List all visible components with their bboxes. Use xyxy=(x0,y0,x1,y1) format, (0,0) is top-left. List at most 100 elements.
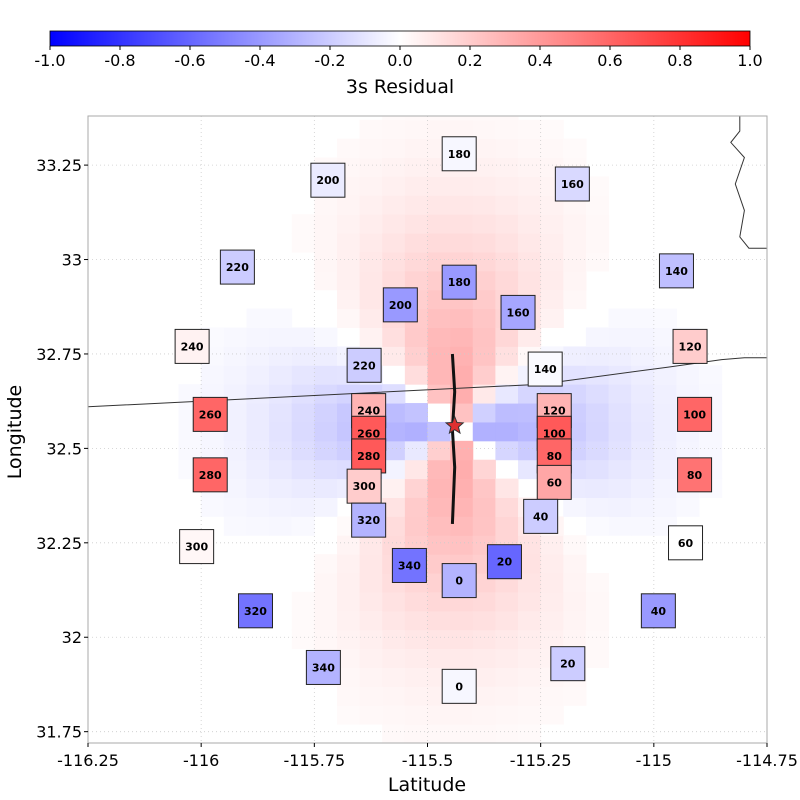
heatmap-cell xyxy=(314,554,338,574)
heatmap-cell xyxy=(336,535,361,555)
y-tick-label: 32.25 xyxy=(36,534,82,553)
station-marker: 340 xyxy=(305,649,341,685)
heatmap-cell xyxy=(608,459,632,480)
station-marker: 220 xyxy=(219,249,255,285)
station-label: 220 xyxy=(353,359,376,372)
heatmap-cell xyxy=(201,497,225,517)
heatmap-cell xyxy=(518,270,542,291)
heatmap-cell xyxy=(269,440,293,461)
heatmap-cell xyxy=(291,233,315,253)
heatmap-cell xyxy=(404,516,428,536)
heatmap-cell xyxy=(314,403,338,423)
heatmap-cell xyxy=(450,497,474,517)
station-label: 240 xyxy=(357,405,380,418)
heatmap-cell xyxy=(472,327,496,347)
heatmap-cell xyxy=(336,138,361,159)
station-box xyxy=(441,563,477,599)
heatmap-cell xyxy=(314,478,338,498)
x-tick-label: -114.75 xyxy=(736,751,798,770)
heatmap-cell xyxy=(676,365,700,385)
heatmap-cell xyxy=(314,591,338,612)
heatmap-cell xyxy=(518,610,542,631)
heatmap-cell xyxy=(450,116,474,121)
station-box xyxy=(179,529,215,565)
heatmap-cell xyxy=(608,440,632,461)
heatmap-cell xyxy=(472,138,496,159)
heatmap-cell xyxy=(314,251,338,272)
heatmap-cell xyxy=(450,195,474,215)
heatmap-cell xyxy=(472,365,496,385)
heatmap-cell xyxy=(472,270,496,291)
station-box xyxy=(658,253,694,289)
station-label: 200 xyxy=(316,174,339,187)
heatmap-cell xyxy=(472,346,496,366)
heatmap-cell xyxy=(382,497,406,517)
heatmap-cell xyxy=(404,610,428,631)
y-axis-ticks: 31.75 32 32.25 32.5 32.75 33 33.25 xyxy=(36,156,88,742)
x-tick-label: -116.25 xyxy=(57,751,119,770)
heatmap-cell xyxy=(608,327,632,347)
heatmap-cell xyxy=(563,610,587,631)
heatmap-cell xyxy=(540,591,564,612)
heatmap-cell xyxy=(382,346,406,366)
heatmap-cell xyxy=(382,648,406,668)
heatmap-cell xyxy=(540,119,564,140)
heatmap-cell xyxy=(495,270,519,291)
heatmap-cell xyxy=(563,629,587,650)
heatmap-cell xyxy=(291,365,315,385)
heatmap-cell xyxy=(585,573,610,593)
heatmap-cell xyxy=(563,251,587,272)
heatmap-cell xyxy=(495,403,519,423)
heatmap-cell xyxy=(382,440,406,461)
heatmap-cell xyxy=(608,516,632,536)
station-marker: 20 xyxy=(486,544,522,580)
heatmap-cell xyxy=(427,176,451,196)
x-tick-label: -115.25 xyxy=(510,751,572,770)
colorbar-tick-label: 0.8 xyxy=(667,51,692,70)
station-label: 180 xyxy=(448,276,471,289)
heatmap-cell xyxy=(427,535,451,555)
heatmap-cell xyxy=(540,686,564,706)
heatmap-cell xyxy=(495,138,519,159)
heatmap-cell xyxy=(563,289,587,310)
heatmap-cell xyxy=(585,214,610,234)
heatmap-cell xyxy=(382,667,406,687)
station-label: 100 xyxy=(543,427,566,440)
heatmap-cell xyxy=(563,365,587,385)
heatmap-cell xyxy=(608,478,632,498)
heatmap-cell xyxy=(540,251,564,272)
gridlines xyxy=(88,116,767,743)
heatmap-cell xyxy=(382,686,406,706)
heatmap-cell xyxy=(291,591,315,612)
heatmap-cell xyxy=(631,497,655,517)
heatmap-cell xyxy=(314,421,338,442)
heatmap-cell xyxy=(450,648,474,668)
heatmap-cell xyxy=(382,459,406,480)
y-tick-label: 32 xyxy=(62,628,82,647)
heatmap-cell xyxy=(563,591,587,612)
heatmap-cell xyxy=(427,214,451,234)
country-border-line xyxy=(88,357,767,408)
heatmap-cell xyxy=(359,667,383,687)
station-label: 260 xyxy=(199,408,222,421)
heatmap-cell xyxy=(518,554,542,574)
heatmap-cell xyxy=(540,214,564,234)
heatmap-cell xyxy=(608,346,632,366)
station-box xyxy=(192,396,228,432)
heatmap-cell xyxy=(472,648,496,668)
heatmap-cell xyxy=(382,478,406,498)
heatmap-cell xyxy=(427,116,451,121)
heatmap-cell xyxy=(291,214,315,234)
heatmap-cell xyxy=(314,459,338,480)
station-box xyxy=(672,328,708,364)
station-label: 300 xyxy=(353,480,376,493)
heatmap-cell xyxy=(336,214,361,234)
heatmap-cell xyxy=(336,251,361,272)
heatmap-cell xyxy=(427,365,451,385)
heatmap-cell xyxy=(404,214,428,234)
station-box xyxy=(310,162,346,198)
heatmap-cell xyxy=(404,251,428,272)
station-label: 180 xyxy=(448,148,471,161)
heatmap-cell xyxy=(631,516,655,536)
